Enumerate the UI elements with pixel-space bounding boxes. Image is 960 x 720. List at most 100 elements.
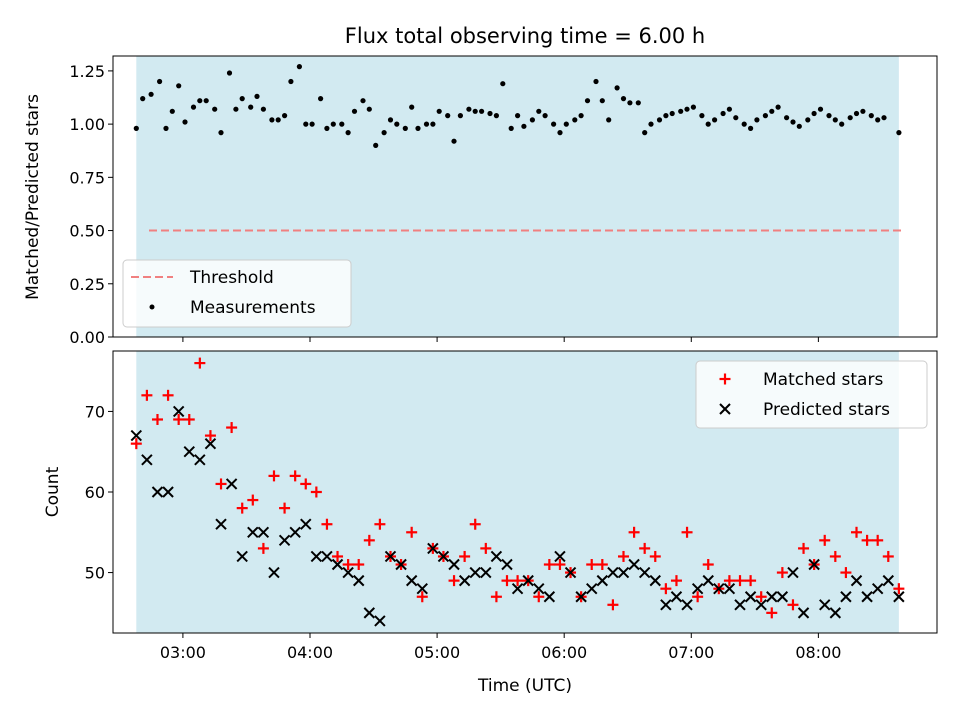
- predicted-star-marker: [395, 558, 407, 571]
- cross-stroke-b: [480, 566, 492, 579]
- ratio-x-ticks: [182, 337, 819, 342]
- count-x-ticks: 03:00 04:00 05:00 06:00 07:00 08:00: [160, 633, 841, 662]
- measurement-point: [521, 123, 527, 129]
- predicted-star-marker: [416, 582, 428, 595]
- predicted-star-marker: [660, 599, 672, 611]
- predicted-star-marker: [575, 591, 587, 603]
- matched-star-marker: [406, 526, 418, 538]
- predicted-star-marker: [734, 599, 746, 611]
- predicted-star-marker: [681, 599, 693, 611]
- predicted-star-marker: [543, 591, 556, 603]
- cross-stroke-b: [247, 526, 259, 538]
- legend-matched-label: Matched stars: [763, 370, 883, 390]
- cross-stroke-b: [564, 566, 577, 579]
- measurement-point: [381, 130, 387, 136]
- predicted-star-marker: [194, 454, 206, 466]
- measurement-point: [508, 125, 514, 131]
- predicted-star-marker: [861, 591, 873, 603]
- cross-stroke-b: [617, 566, 630, 579]
- cross-stroke-b: [374, 615, 386, 627]
- predicted-star-marker: [702, 574, 714, 587]
- cross-stroke-b: [416, 582, 428, 595]
- predicted-star-marker: [225, 478, 238, 490]
- matched-star-marker: [617, 550, 629, 562]
- measurement-point: [875, 117, 881, 123]
- cross-stroke-b: [638, 566, 651, 579]
- measurement-point: [669, 110, 675, 117]
- cross-stroke-b: [829, 607, 842, 619]
- cross-stroke-b: [130, 429, 143, 442]
- predicted-star-marker: [204, 437, 217, 450]
- y-tick-label: 70: [85, 402, 105, 421]
- cross-stroke-b: [607, 566, 619, 579]
- measurement-point: [593, 78, 599, 85]
- cross-stroke-b: [543, 591, 556, 603]
- legend-measurements-label: Measurements: [190, 298, 316, 318]
- cross-stroke-b: [268, 566, 280, 579]
- cross-stroke-b: [448, 558, 460, 571]
- predicted-star-marker: [363, 607, 376, 619]
- measurement-point: [269, 117, 275, 123]
- predicted-star-marker: [289, 526, 301, 538]
- predicted-star-marker: [723, 582, 736, 595]
- measurement-point: [133, 125, 139, 131]
- predicted-star-marker: [469, 566, 481, 579]
- predicted-star-marker: [268, 566, 280, 579]
- predicted-star-marker: [405, 574, 418, 587]
- cross-stroke-b: [628, 558, 640, 571]
- y-tick-label: 60: [85, 483, 105, 502]
- predicted-star-marker: [596, 574, 609, 587]
- measurement-point: [678, 108, 684, 114]
- cross-stroke-b: [194, 454, 206, 466]
- measurement-point: [648, 121, 654, 127]
- measurement-point: [720, 110, 726, 117]
- predicted-star-marker: [162, 486, 174, 498]
- measurement-point: [551, 121, 557, 127]
- matched-star-marker: [173, 413, 185, 425]
- matched-star-marker: [130, 438, 142, 450]
- predicted-star-marker: [586, 582, 598, 595]
- measurement-point: [529, 117, 536, 123]
- measurement-point: [817, 106, 824, 112]
- measurement-point: [296, 64, 302, 70]
- measurement-point: [366, 106, 372, 112]
- measurement-point: [642, 130, 648, 136]
- measurement-point: [176, 83, 182, 89]
- predicted-star-markers: [130, 405, 905, 627]
- cross-stroke-b: [871, 582, 884, 595]
- matched-star-marker: [692, 591, 704, 603]
- predicted-star-marker: [670, 591, 683, 603]
- cross-stroke-b: [458, 574, 471, 587]
- predicted-star-marker: [342, 566, 354, 579]
- measurement-point: [212, 106, 218, 112]
- measurement-point: [762, 113, 769, 119]
- predicted-star-marker: [172, 405, 185, 418]
- ratio-panel-frame: [112, 55, 938, 338]
- predicted-star-marker: [607, 566, 619, 579]
- matched-star-marker: [342, 559, 354, 571]
- measurement-point: [853, 110, 860, 117]
- cross-stroke-b: [586, 582, 598, 595]
- predicted-star-marker: [480, 566, 492, 579]
- measurement-point: [748, 125, 754, 131]
- matched-star-marker: [819, 534, 831, 546]
- matched-star-marker: [204, 430, 216, 442]
- measurement-point: [826, 113, 832, 119]
- predicted-star-marker: [564, 566, 577, 579]
- matched-star-marker: [501, 575, 513, 587]
- predicted-star-marker: [278, 534, 291, 547]
- cross-stroke-b: [469, 566, 481, 579]
- measurement-point: [796, 123, 802, 129]
- predicted-star-marker: [638, 566, 651, 579]
- measurement-point: [663, 113, 669, 119]
- cross-stroke-b: [702, 574, 714, 587]
- measurement-point: [182, 119, 188, 125]
- cross-stroke-b: [713, 582, 725, 595]
- cross-stroke-b: [141, 454, 153, 466]
- measurement-point: [203, 98, 209, 104]
- predicted-star-marker: [353, 574, 365, 587]
- predicted-star-marker: [744, 591, 757, 603]
- predicted-star-marker: [691, 582, 704, 595]
- predicted-star-marker: [554, 550, 566, 563]
- cross-stroke-b: [766, 591, 778, 603]
